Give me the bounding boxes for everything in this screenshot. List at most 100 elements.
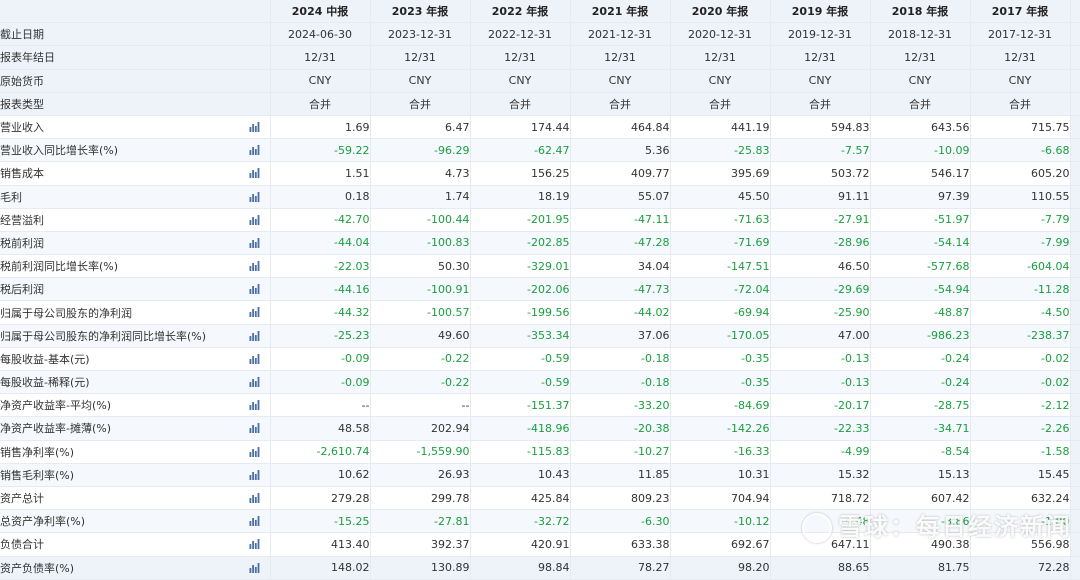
year-header[interactable]: 2018 年报: [870, 0, 971, 24]
year-header[interactable]: 2021 年报: [570, 0, 671, 24]
table-cell: -2.12: [970, 393, 1071, 418]
row-label-cell: 营业收入同比增长率(%): [0, 138, 271, 163]
table-cell: -170.05: [670, 324, 771, 348]
meta-row-value: 合并: [370, 92, 471, 116]
table-cell: -47.28: [570, 231, 671, 256]
table-cell: 395.69: [670, 161, 771, 186]
bar-chart-icon[interactable]: [249, 422, 260, 434]
row-edge: [1070, 115, 1080, 140]
meta-row-value: CNY: [370, 69, 471, 93]
table-cell: 4.73: [370, 161, 471, 186]
header-edge: [1070, 0, 1080, 24]
year-header[interactable]: 2022 年报: [470, 0, 571, 24]
bar-chart-icon[interactable]: [249, 306, 260, 318]
table-cell: 46.50: [770, 254, 871, 279]
table-cell: -27.91: [770, 208, 871, 232]
bar-chart-icon[interactable]: [249, 214, 260, 225]
year-header-row: 2024 中报 2023 年报 2022 年报 2021 年报 2020 年报 …: [0, 0, 1080, 24]
row-label-cell: 税前利润: [0, 231, 271, 256]
table-cell: -0.02: [970, 347, 1071, 372]
bar-chart-icon[interactable]: [249, 562, 260, 573]
meta-row: 截止日期 2024-06-30 2023-12-31 2022-12-31 2021-1…: [0, 22, 1080, 47]
row-label-cell: 资产负债率(%): [0, 556, 271, 580]
table-row: 每股收益-基本(元) -0.09 -0.22 -0.59 -0.18 -0.35 -0.13…: [0, 347, 1080, 372]
year-header[interactable]: 2019 年报: [770, 0, 871, 24]
row-edge: [1070, 69, 1080, 93]
table-cell: -0.35: [670, 370, 771, 395]
table-cell: -353.34: [470, 324, 571, 348]
row-edge: [1070, 556, 1080, 580]
table-cell: 464.84: [570, 115, 671, 140]
year-header[interactable]: 2020 年报: [670, 0, 771, 24]
table-cell: 594.83: [770, 115, 871, 140]
bar-chart-icon[interactable]: [249, 353, 260, 364]
table-cell: -147.51: [670, 254, 771, 279]
table-row: 总资产净利率(%) -15.25 -27.81 -32.72 -6.30 -10.12 -4…: [0, 509, 1080, 534]
row-label: 销售净利率(%): [0, 445, 75, 459]
table-cell: -201.95: [470, 208, 571, 232]
table-cell: -986.23: [870, 324, 971, 348]
table-cell: --: [370, 393, 471, 418]
table-cell: -0.18: [570, 370, 671, 395]
row-label: 税前利润同比增长率(%): [0, 260, 119, 274]
bar-chart-icon[interactable]: [249, 446, 260, 457]
table-cell: -28.96: [770, 231, 871, 256]
table-row: 净资产收益率-平均(%) -- -- -151.37 -33.20 -84.69 -20.1…: [0, 393, 1080, 418]
table-cell: -10.09: [870, 138, 971, 163]
table-cell: 49.60: [370, 324, 471, 348]
bar-chart-icon[interactable]: [249, 469, 260, 480]
bar-chart-icon[interactable]: [249, 330, 260, 341]
year-header[interactable]: 2017 年报: [970, 0, 1071, 24]
row-label: 营业收入: [0, 121, 44, 135]
table-cell: -28.75: [870, 393, 971, 418]
bar-chart-icon[interactable]: [249, 283, 260, 295]
bar-chart-icon[interactable]: [249, 515, 260, 527]
table-cell: -0.59: [470, 370, 571, 395]
bar-chart-icon[interactable]: [249, 237, 260, 248]
table-cell: -44.32: [270, 300, 371, 325]
table-cell: -577.68: [870, 254, 971, 279]
table-cell: -22.33: [770, 416, 871, 441]
meta-row-value: CNY: [670, 69, 771, 93]
row-label-cell: 资产总计: [0, 486, 271, 511]
year-header[interactable]: 2024 中报: [270, 0, 371, 24]
row-label: 净资产收益率-平均(%): [0, 399, 112, 413]
bar-chart-icon[interactable]: [249, 167, 260, 179]
table-cell: -2.26: [970, 416, 1071, 441]
table-cell: 37.06: [570, 324, 671, 348]
table-cell: -142.26: [670, 416, 771, 441]
table-cell: 50.30: [370, 254, 471, 279]
meta-row-label: 报表类型: [0, 92, 271, 116]
table-cell: -15.25: [270, 509, 371, 534]
table-cell: 174.44: [470, 115, 571, 140]
bar-chart-icon[interactable]: [249, 538, 260, 550]
table-cell: 556.98: [970, 532, 1071, 557]
bar-chart-icon[interactable]: [249, 376, 260, 387]
bar-chart-icon[interactable]: [249, 121, 260, 132]
row-label: 销售成本: [0, 167, 44, 181]
meta-row-value: 2024-06-30: [270, 22, 371, 47]
table-cell: -62.47: [470, 138, 571, 163]
table-cell: -238.37: [970, 324, 1071, 348]
row-edge: [1070, 370, 1080, 395]
bar-chart-icon[interactable]: [249, 492, 260, 503]
row-edge: [1070, 92, 1080, 116]
bar-chart-icon[interactable]: [249, 144, 260, 156]
row-label: 营业收入同比增长率(%): [0, 144, 119, 158]
bar-chart-icon[interactable]: [249, 260, 260, 272]
year-header[interactable]: 2023 年报: [370, 0, 471, 24]
table-cell: -202.85: [470, 231, 571, 256]
bar-chart-icon[interactable]: [249, 191, 260, 202]
table-cell: -96.29: [370, 138, 471, 163]
table-cell: -29.69: [770, 277, 871, 302]
row-label-cell: 负债合计: [0, 532, 271, 557]
meta-row-value: 2023-12-31: [370, 22, 471, 47]
bar-chart-icon[interactable]: [249, 399, 260, 411]
table-cell: -0.02: [970, 370, 1071, 395]
table-cell: -4.99: [770, 440, 871, 464]
row-edge: [1070, 22, 1080, 47]
meta-row-value: 12/31: [870, 45, 971, 70]
table-cell: 88.65: [770, 556, 871, 580]
meta-row-value: 合并: [770, 92, 871, 116]
table-row: 资产总计 279.28 299.78 425.84 809.23 704.94 718.72…: [0, 486, 1080, 511]
